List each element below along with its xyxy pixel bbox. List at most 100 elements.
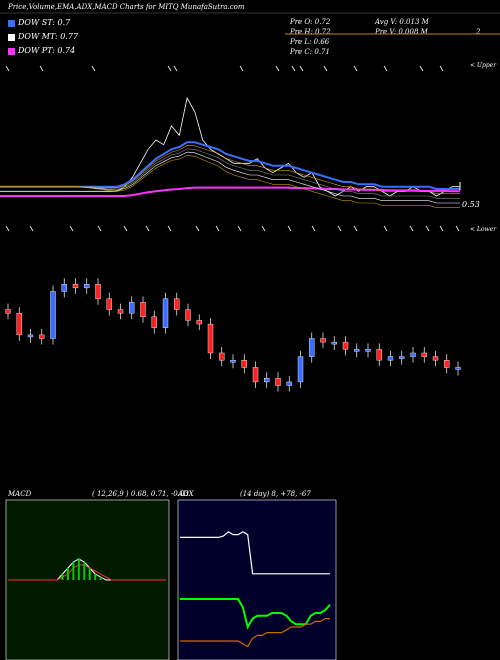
candle-body-26 [297, 356, 304, 383]
candle-body-23 [264, 378, 270, 383]
prev-close: Pre C: 0.71 [290, 48, 330, 56]
price-series-1 [0, 141, 460, 190]
legend-dow-mt: DOW MT: 0.77 [8, 32, 78, 41]
upper-tick-9 [323, 65, 328, 72]
candle-body-12 [140, 302, 146, 318]
prev-high: Pre H: 0.72 [290, 28, 331, 36]
legend-swatch-white [8, 33, 15, 41]
lower-tick-11 [287, 225, 292, 232]
prev-volume: Pre V: 0.008 M [375, 28, 428, 36]
lower-tick-1 [29, 225, 34, 232]
adx-series-2 [180, 617, 330, 648]
upper-tag: < Upper [470, 62, 497, 69]
upper-tick-5 [239, 65, 244, 72]
lower-tick-15 [383, 225, 388, 232]
candle-body-22 [252, 367, 259, 383]
lower-tick-10 [261, 225, 266, 232]
candle-body-39 [444, 360, 450, 368]
lower-tick-0 [5, 225, 10, 232]
candle-body-9 [106, 298, 112, 310]
candle-body-0 [5, 309, 11, 314]
upper-tick-0 [5, 65, 10, 72]
lower-tick-12 [311, 225, 316, 232]
candle-body-33 [376, 349, 382, 361]
candle-body-34 [387, 356, 394, 361]
upper-tick-3 [167, 65, 172, 72]
adx-title: ADX [178, 490, 194, 498]
prev-open: Pre O: 0.72 [290, 18, 331, 26]
lower-tick-13 [337, 225, 342, 232]
upper-tick-7 [291, 65, 296, 72]
candle-body-16 [185, 309, 191, 321]
candle-body-13 [151, 316, 157, 328]
candle-body-27 [309, 338, 315, 357]
candle-body-20 [230, 360, 236, 363]
candle-body-36 [410, 352, 416, 357]
candle-body-17 [196, 320, 202, 325]
price-series-0 [0, 96, 460, 197]
candle-body-19 [219, 352, 225, 361]
upper-tick-13 [439, 65, 444, 72]
candle-body-1 [16, 312, 22, 336]
candle-body-31 [354, 349, 360, 352]
legend-dow-pt: DOW PT: 0.74 [8, 46, 75, 55]
macd-params: ( 12,26,9 ) 0.68, 0.71, -0.03 [92, 490, 189, 498]
macd-title: MACD [8, 490, 32, 498]
ema-band-3 [0, 155, 460, 208]
legend-label: DOW PT: 0.74 [18, 46, 76, 55]
adx-params: (14 day) 8, +78, -67 [240, 490, 311, 498]
adx-series-0 [180, 531, 330, 575]
lower-tick-19 [455, 225, 460, 232]
candle-body-15 [174, 298, 180, 310]
upper-tick-1 [39, 65, 44, 72]
upper-tick-11 [383, 65, 388, 72]
candle-body-18 [207, 323, 214, 354]
upper-tick-8 [299, 65, 304, 72]
candle-body-11 [129, 302, 135, 314]
upper-tick-12 [419, 65, 424, 72]
candle-body-21 [241, 360, 247, 368]
legend-swatch-pink [8, 47, 15, 55]
candle-body-37 [421, 352, 427, 357]
candle-body-38 [432, 356, 439, 361]
candle-body-14 [162, 298, 169, 328]
adx-panel [177, 499, 337, 660]
price-series-2 [0, 186, 460, 197]
upper-tick-4 [173, 65, 178, 72]
candle-body-4 [50, 291, 56, 339]
candle-body-7 [84, 284, 90, 289]
lower-tick-7 [195, 225, 200, 232]
candle-body-30 [342, 341, 349, 350]
chart-title: Price,Volume,EMA,ADX,MACD Charts for MIT… [8, 3, 245, 11]
lower-tick-2 [69, 225, 74, 232]
lower-tick-6 [167, 225, 172, 232]
last-price-label: 0.53 [462, 200, 480, 209]
candle-body-24 [275, 378, 281, 386]
candle-body-5 [61, 284, 67, 292]
candle-body-10 [117, 309, 124, 314]
upper-tick-6 [275, 65, 280, 72]
candle-body-40 [455, 367, 461, 370]
legend-label: DOW ST: 0.7 [18, 18, 71, 27]
upper-tick-10 [353, 65, 358, 72]
candle-body-3 [39, 334, 45, 339]
lower-tick-5 [145, 225, 150, 232]
prev-low: Pre L: 0.66 [290, 38, 330, 46]
macd-series-1 [8, 564, 166, 581]
lower-tick-17 [425, 225, 430, 232]
lower-tick-3 [97, 225, 102, 232]
corner-number: 2 [476, 28, 481, 36]
upper-tick-2 [91, 65, 96, 72]
lower-tick-4 [123, 225, 128, 232]
candle-body-8 [95, 284, 101, 299]
candle-body-25 [286, 381, 292, 386]
legend-label: DOW MT: 0.77 [18, 32, 79, 41]
candle-body-28 [320, 338, 326, 343]
candle-body-35 [399, 356, 405, 359]
candle-body-6 [72, 284, 79, 289]
legend-swatch-blue [8, 19, 15, 27]
lower-tick-14 [353, 225, 358, 232]
lower-tag: < Lower [470, 226, 497, 233]
avg-volume: Avg V: 0.013 M [375, 18, 429, 26]
